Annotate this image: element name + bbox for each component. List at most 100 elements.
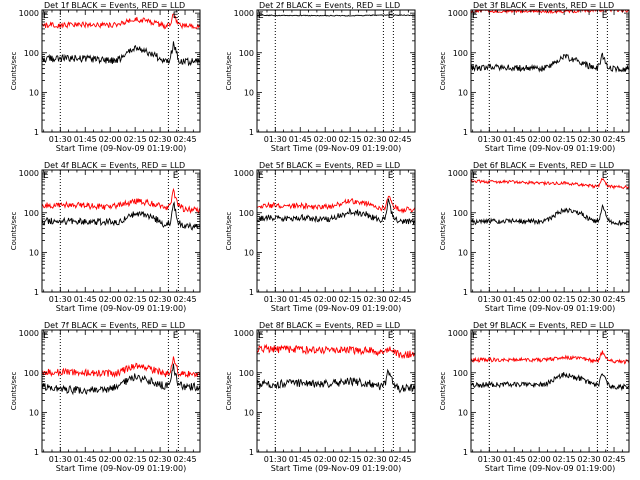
x-tick-label: 02:45 bbox=[603, 295, 626, 304]
events-series-line bbox=[471, 52, 629, 73]
panel-title: Det 9f BLACK = Events, RED = LLD bbox=[473, 321, 614, 330]
x-axis-label: Start Time (09-Nov-09 01:19:00) bbox=[485, 304, 615, 313]
plot-frame bbox=[470, 9, 630, 133]
plot-frame bbox=[256, 9, 416, 133]
y-tick-label: 1 bbox=[34, 288, 39, 297]
x-axis-label: Start Time (09-Nov-09 01:19:00) bbox=[485, 464, 615, 473]
x-tick-label: 02:15 bbox=[553, 455, 576, 464]
x-tick-label: 02:15 bbox=[124, 135, 147, 144]
y-tick-label: 10 bbox=[244, 248, 254, 257]
x-tick-label: 01:30 bbox=[264, 295, 287, 304]
y-tick-label: 10 bbox=[29, 88, 39, 97]
x-tick-label: 02:15 bbox=[339, 295, 362, 304]
plot-frame bbox=[41, 329, 201, 453]
x-tick-label: 02:15 bbox=[339, 455, 362, 464]
y-tick-label: 100 bbox=[239, 369, 254, 378]
x-tick-label: 01:30 bbox=[478, 295, 501, 304]
x-tick-label: 01:30 bbox=[264, 455, 287, 464]
event-marker-label: E bbox=[258, 331, 264, 341]
y-tick-label: 1000 bbox=[19, 9, 39, 18]
events-series-line bbox=[257, 198, 415, 225]
x-tick-label: 01:45 bbox=[289, 455, 312, 464]
y-tick-label: 1000 bbox=[19, 169, 39, 178]
y-tick-label: 1000 bbox=[448, 169, 468, 178]
x-tick-label: 01:45 bbox=[74, 455, 97, 464]
event-marker-label: E bbox=[602, 171, 608, 181]
panel-title: Det 6f BLACK = Events, RED = LLD bbox=[473, 161, 614, 170]
y-tick-label: 1 bbox=[249, 448, 254, 457]
x-tick-label: 02:00 bbox=[314, 295, 337, 304]
event-marker-label: E bbox=[173, 11, 179, 21]
y-tick-label: 1 bbox=[463, 448, 468, 457]
y-tick-label: 1 bbox=[249, 128, 254, 137]
event-marker-label: E bbox=[602, 331, 608, 341]
y-axis-label: Counts/sec bbox=[439, 212, 447, 251]
y-tick-label: 1 bbox=[249, 288, 254, 297]
y-tick-label: 1 bbox=[34, 448, 39, 457]
x-tick-label: 02:00 bbox=[314, 455, 337, 464]
y-tick-label: 100 bbox=[24, 369, 39, 378]
x-tick-label: 01:30 bbox=[264, 135, 287, 144]
x-tick-label: 02:30 bbox=[578, 455, 601, 464]
y-tick-label: 10 bbox=[244, 88, 254, 97]
x-tick-label: 02:15 bbox=[124, 295, 147, 304]
panel-title: Det 7f BLACK = Events, RED = LLD bbox=[44, 321, 185, 330]
x-tick-label: 02:15 bbox=[124, 455, 147, 464]
event-marker-label: E bbox=[173, 171, 179, 181]
y-axis-label: Counts/sec bbox=[439, 52, 447, 91]
x-axis-label: Start Time (09-Nov-09 01:19:00) bbox=[271, 304, 401, 313]
event-marker-label: E bbox=[388, 171, 394, 181]
x-tick-label: 02:00 bbox=[99, 295, 122, 304]
x-tick-label: 01:30 bbox=[478, 135, 501, 144]
y-axis-label: Counts/sec bbox=[439, 372, 447, 411]
events-series-line bbox=[257, 368, 415, 394]
x-tick-label: 02:30 bbox=[364, 135, 387, 144]
y-axis-label: Counts/sec bbox=[225, 372, 233, 411]
x-axis-label: Start Time (09-Nov-09 01:19:00) bbox=[56, 144, 186, 153]
x-tick-label: 01:30 bbox=[478, 455, 501, 464]
event-marker-label: E bbox=[173, 331, 179, 341]
y-tick-label: 100 bbox=[239, 209, 254, 218]
events-series-line bbox=[471, 372, 629, 392]
panel-title: Det 4f BLACK = Events, RED = LLD bbox=[44, 161, 185, 170]
lld-series-line bbox=[257, 343, 415, 360]
y-tick-label: 1 bbox=[34, 128, 39, 137]
x-tick-label: 02:45 bbox=[603, 455, 626, 464]
x-tick-label: 01:45 bbox=[503, 135, 526, 144]
panel-title: Det 1f BLACK = Events, RED = LLD bbox=[44, 1, 185, 10]
y-tick-label: 1000 bbox=[19, 329, 39, 338]
y-axis-label: Counts/sec bbox=[10, 372, 18, 411]
x-tick-label: 02:30 bbox=[364, 295, 387, 304]
lld-series-line bbox=[42, 356, 200, 379]
event-marker-label: E bbox=[43, 331, 49, 341]
plot-frame bbox=[41, 169, 201, 293]
x-tick-label: 02:30 bbox=[578, 135, 601, 144]
panel-title: Det 5f BLACK = Events, RED = LLD bbox=[259, 161, 400, 170]
event-marker-label: E bbox=[472, 331, 478, 341]
x-tick-label: 02:45 bbox=[389, 455, 412, 464]
x-tick-label: 01:45 bbox=[503, 455, 526, 464]
y-axis-label: Counts/sec bbox=[10, 52, 18, 91]
event-marker-label: E bbox=[388, 331, 394, 341]
x-tick-label: 02:30 bbox=[149, 295, 172, 304]
y-tick-label: 10 bbox=[29, 408, 39, 417]
lld-series-line bbox=[42, 13, 200, 30]
lld-series-line bbox=[257, 195, 415, 214]
y-tick-label: 10 bbox=[458, 408, 468, 417]
x-tick-label: 01:45 bbox=[74, 295, 97, 304]
y-tick-label: 100 bbox=[239, 49, 254, 58]
panel-title: Det 3f BLACK = Events, RED = LLD bbox=[473, 1, 614, 10]
x-tick-label: 02:00 bbox=[99, 135, 122, 144]
events-series-line bbox=[257, 14, 415, 17]
x-tick-label: 02:00 bbox=[528, 295, 551, 304]
event-marker-label: E bbox=[258, 11, 264, 21]
x-axis-label: Start Time (09-Nov-09 01:19:00) bbox=[271, 144, 401, 153]
